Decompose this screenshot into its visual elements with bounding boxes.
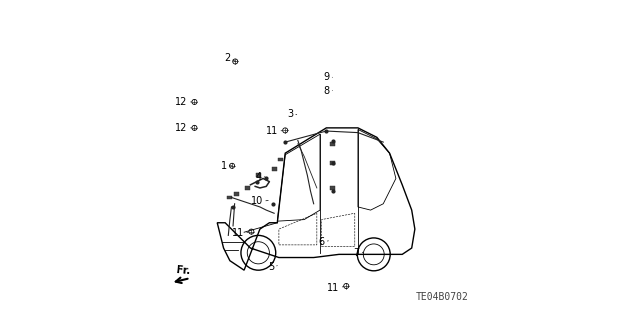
Bar [256,174,261,177]
Bar [278,158,283,161]
Text: 12: 12 [175,97,188,107]
Text: 12: 12 [175,123,188,133]
Text: 10: 10 [251,196,263,206]
Text: 8: 8 [323,85,330,96]
Bar [330,186,335,190]
Bar [330,161,335,165]
Bar [271,167,276,171]
Text: 11: 11 [327,283,340,293]
Text: 7: 7 [353,248,360,258]
Text: 2: 2 [225,53,231,63]
Text: 5: 5 [268,262,274,272]
Text: 3: 3 [287,109,293,119]
Text: 4: 4 [255,172,262,182]
Text: 11: 11 [266,126,278,136]
Text: Fr.: Fr. [176,265,191,277]
Text: 6: 6 [319,237,324,247]
Bar [234,192,239,196]
Text: 1: 1 [221,161,227,171]
Text: 9: 9 [323,72,330,82]
Text: 11: 11 [232,228,244,238]
Bar [244,186,250,190]
Text: TE04B0702: TE04B0702 [416,292,468,302]
Bar [227,196,232,199]
Bar [330,142,335,145]
